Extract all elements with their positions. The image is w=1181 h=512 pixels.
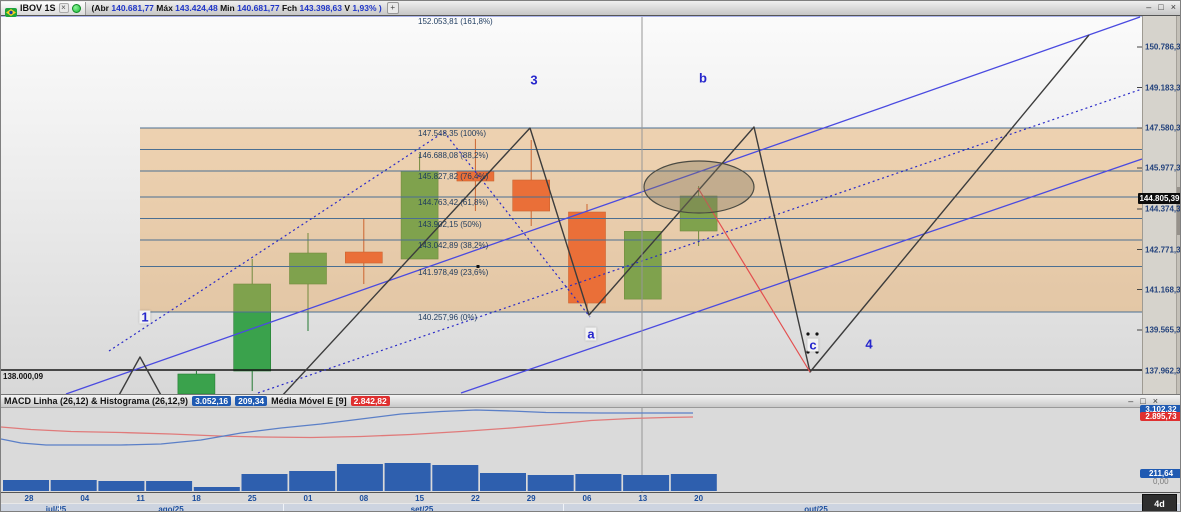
fib-level-label: 144.763,42 (61,8%) [418,198,489,207]
ohlc-field-label: (Abr [91,3,112,13]
chart-titlebar: IBOV 1S × (Abr 140.681,77 Máx 143.424,48… [1,1,1180,17]
macd-axis-badge-macd: 3.102,32 [1140,405,1180,414]
macd-axis-badge-signal: 2.895,73 [1140,412,1180,421]
macd-title: MACD Linha (26,12) & Histograma (26,12,9… [4,396,189,406]
ohlc-field-label: Fch [281,3,300,13]
price-axis-label: 142.771,39 [1145,245,1181,254]
time-axis-day-label: 01 [303,494,313,503]
add-tab-button[interactable]: + [386,2,399,14]
macd-minimize-button[interactable]: – [1128,396,1134,406]
price-axis-label: 150.786,39 [1145,42,1181,52]
wave-label-c: c [807,337,819,353]
month-separator [563,504,564,511]
time-axis-day-label: 25 [247,494,257,503]
time-axis-day-label: 18 [191,494,201,503]
price-axis-label: 137.962,39 [1145,366,1181,375]
price-axis-label: 147.580,39 [1145,123,1181,133]
time-axis-days: 28 04 11 18 25 01 08 15 22 29 06 13 20 [1,493,1180,503]
wave-label-a: a [585,326,597,342]
ohlc-field-label: V [344,3,353,13]
macd-panel[interactable] [1,408,1180,492]
close-button[interactable]: × [1170,2,1176,12]
time-axis-month-label: jul/25 [45,505,67,512]
fib-level-label: 140.257,96 (0%) [418,313,478,322]
time-axis-month-label: ago/25 [158,505,184,512]
macd-signal-badge: 2.842,82 [350,396,390,406]
price-axis-label: 144.374,39 [1145,204,1181,214]
time-axis-day-label: 08 [359,494,369,503]
ohlc-readout: (Abr 140.681,77 Máx 143.424,48 Min 140.6… [92,3,382,13]
ohlc-field-value: 143.424,48 [175,3,221,13]
fib-level-label: 145.827,82 (76,4%) [418,172,489,181]
macd-header[interactable]: MACD Linha (26,12) & Histograma (26,12,9… [1,394,1180,408]
price-axis-label: 145.977,39 [1145,163,1181,173]
fib-level-label: 152.053,81 (161,8%) [418,17,493,26]
time-axis-month-label: out/25 [804,505,828,512]
macd-axis-badge-histogram: 211,64 [1140,469,1180,478]
fib-level-label: 143.042,89 (38,2%) [418,241,489,250]
time-axis-day-label: 15 [415,494,425,503]
fib-level-label: 147.548,35 (100%) [418,129,487,138]
symbol-tab[interactable]: IBOV 1S × [1,1,86,17]
macd-maximize-button[interactable]: □ [1140,396,1146,406]
timeframe-badge[interactable]: 4d [1142,494,1177,511]
last-price-badge: 144.805,39 [1138,192,1180,204]
time-axis-day-label: 04 [80,494,90,503]
macd-value-badge: 3.052,16 [192,396,232,406]
macd-zero-label: 0,00 [1153,477,1169,486]
scrollbar-thumb[interactable] [1177,187,1180,235]
macd-close-button[interactable]: × [1152,396,1158,406]
minimize-button[interactable]: – [1146,2,1152,12]
wave-label-4: 4 [865,336,873,352]
ohlc-field-value: 143.398,63 [299,3,345,13]
fib-level-label: 143.902,15 (50%) [418,219,482,229]
time-axis-day-label: 13 [638,494,648,503]
time-axis-day-label: 22 [470,494,480,503]
price-axis-label: 141.168,39 [1145,285,1181,294]
price-axis-label: 139.565,39 [1145,325,1181,335]
window-controls: – □ × [1146,2,1176,12]
month-separator [283,504,284,511]
wave-label-b: b [699,70,707,86]
panel-separator [1,492,1180,493]
macd-signal-title: Média Móvel E [9] [271,396,347,406]
time-axis[interactable]: 28 04 11 18 25 01 08 15 22 29 06 13 20 jul/25 ago/25 s… [1,493,1180,512]
vertical-scrollbar[interactable] [1176,15,1180,492]
ohlc-field-value: 1,93% ) [352,3,382,13]
maximize-button[interactable]: □ [1158,2,1164,12]
time-axis-months: jul/25 ago/25 set/25 out/25 [1,503,1180,512]
status-dot-icon [71,3,81,13]
ohlc-field-label: Máx [156,3,176,13]
time-axis-day-label: 20 [694,494,704,503]
support-price-label: 138.000,09 [3,371,44,381]
ohlc-field-label: Min [220,3,238,13]
ohlc-field-value: 140.681,77 [237,3,282,13]
macd-window-controls: – □ × [1128,396,1158,406]
close-tab-icon[interactable]: × [58,3,69,13]
fib-level-label: 141.978,49 (23,6%) [418,267,489,277]
time-axis-day-label: 28 [24,494,34,503]
wave-label-3: 3 [530,72,538,88]
time-axis-month-label: set/25 [410,505,434,512]
wave-label-1: 1 [139,309,151,325]
ohlc-field-value: 140.681,77 [111,3,157,13]
brazil-flag-icon [5,4,17,17]
fib-level-label: 146.688,08 (88,2%) [418,150,489,160]
price-axis-label: 149.183,39 [1145,83,1181,92]
macd-histogram-badge: 209,34 [235,396,268,406]
time-axis-day-label: 11 [136,494,145,503]
symbol-label: IBOV 1S [20,3,56,13]
time-axis-day-label: 06 [582,494,592,503]
time-axis-day-label: 29 [526,494,536,503]
month-separator [59,504,60,511]
